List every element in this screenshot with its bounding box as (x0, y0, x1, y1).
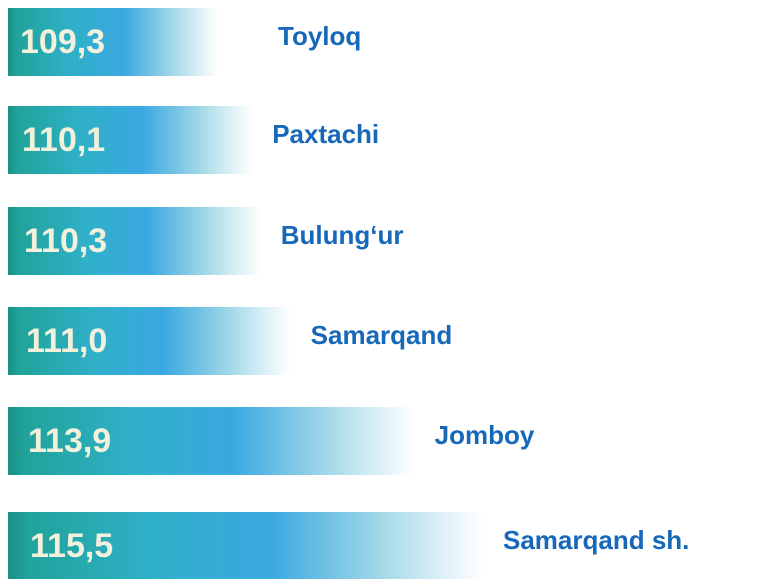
bar (8, 207, 261, 275)
category-label: Samarqand sh. (503, 525, 689, 555)
value-label: 111,0 (26, 322, 107, 360)
value-label: 110,3 (24, 222, 107, 260)
value-label: 115,5 (30, 527, 113, 565)
category-label: Samarqand (311, 320, 453, 350)
value-label: 110,1 (22, 121, 105, 159)
value-label: 109,3 (20, 23, 105, 61)
bar (8, 512, 483, 579)
bar (8, 407, 415, 475)
value-label: 113,9 (28, 422, 111, 460)
category-label: Jomboy (435, 420, 535, 450)
category-label: Bulung‘ur (281, 220, 404, 250)
bar (8, 307, 291, 375)
bar (8, 8, 218, 76)
category-label: Paxtachi (272, 119, 379, 149)
bar (8, 106, 253, 174)
category-label: Toyloq (278, 21, 361, 51)
